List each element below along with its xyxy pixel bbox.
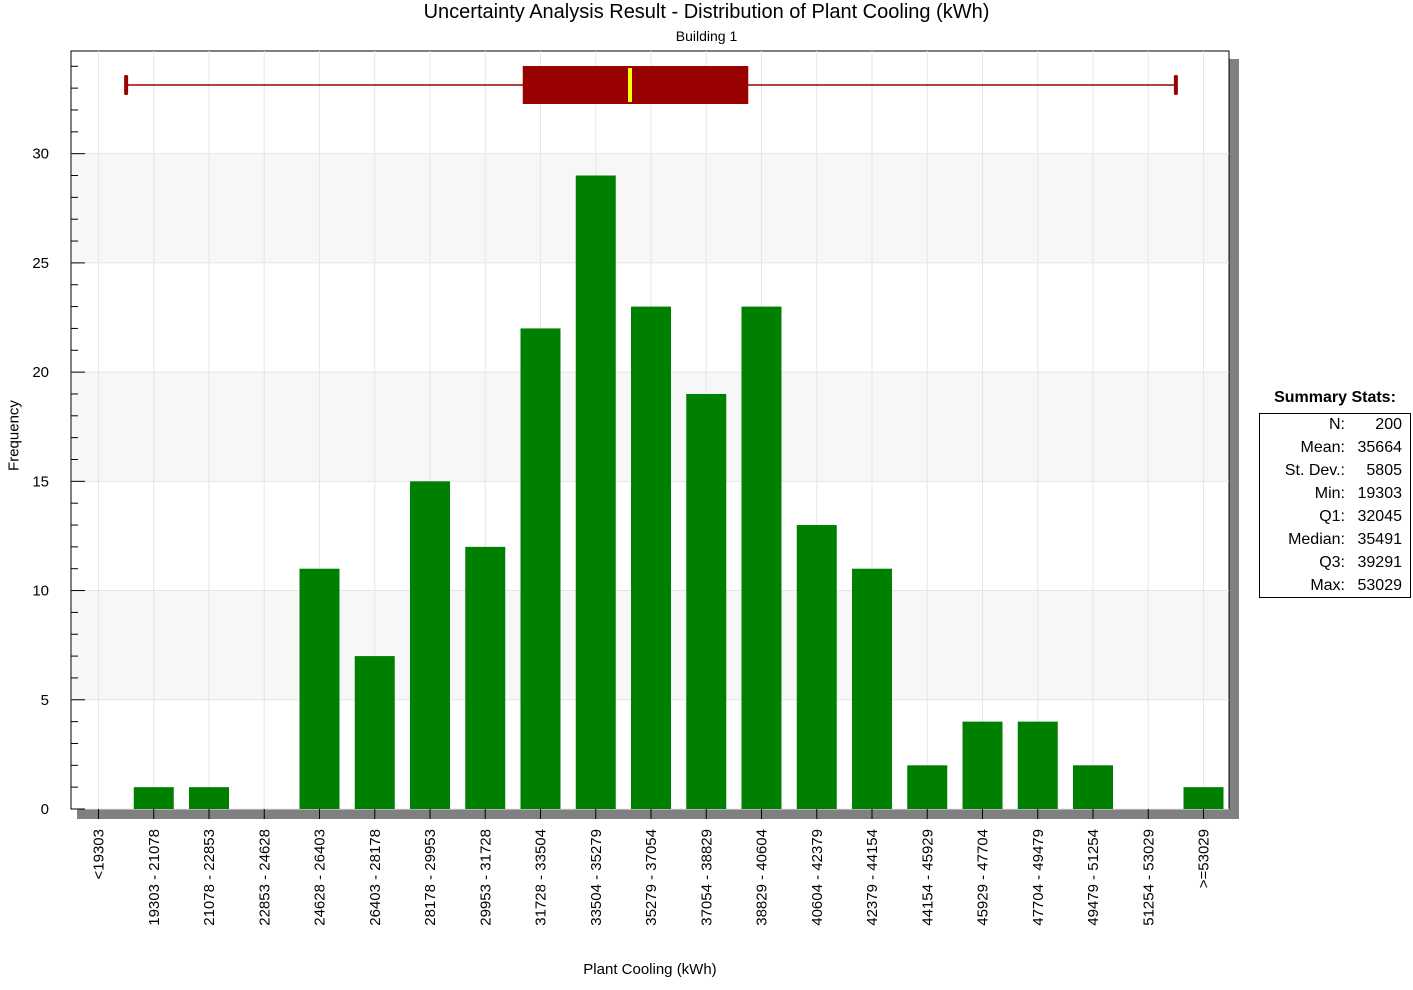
x-tick-label: 33504 - 35279 <box>588 829 605 926</box>
stat-value: 200 <box>1375 416 1402 433</box>
histogram-bar <box>852 568 892 809</box>
histogram-bar <box>189 787 229 809</box>
x-tick-label: 22853 - 24628 <box>256 829 273 926</box>
y-axis-label: Frequency <box>5 400 23 471</box>
summary-stats-box: N: 200 Mean: 35664 St. Dev.: 5805 Min: 1… <box>1259 413 1411 598</box>
stat-value: 53029 <box>1357 577 1403 594</box>
summary-stats-title: Summary Stats: <box>1274 389 1396 406</box>
histogram-bar <box>133 787 174 809</box>
stat-value: 35491 <box>1357 531 1403 548</box>
stat-value: 35664 <box>1357 439 1403 456</box>
x-tick-label: 37054 - 38829 <box>698 829 715 926</box>
stat-value: 32045 <box>1357 508 1403 525</box>
x-tick-label: 45929 - 47704 <box>975 829 992 926</box>
x-tick-label: 28178 - 29953 <box>422 829 439 926</box>
histogram-bar <box>1073 765 1113 809</box>
stat-label: N: <box>1329 416 1345 433</box>
x-tick-label: 21078 - 22853 <box>201 829 218 926</box>
stat-row: Q3: 39291 <box>1260 552 1412 575</box>
stat-label: Median: <box>1288 531 1345 548</box>
stat-label: Q1: <box>1319 508 1345 525</box>
y-tick-label: 25 <box>32 255 49 272</box>
stat-row: N: 200 <box>1260 414 1412 437</box>
stat-label: Q3: <box>1319 554 1345 571</box>
histogram-bar <box>575 175 616 810</box>
x-tick-label: 40604 - 42379 <box>809 829 826 926</box>
background-band <box>72 153 1228 263</box>
x-tick-label: 38829 - 40604 <box>754 829 771 926</box>
x-tick-label: 35279 - 37054 <box>643 829 660 926</box>
boxplot-iqr-box <box>522 66 749 104</box>
y-tick-label: 0 <box>41 801 49 818</box>
x-tick-label: 29953 - 31728 <box>477 829 494 926</box>
x-tick-label: 47704 - 49479 <box>1030 829 1047 926</box>
stat-value: 39291 <box>1357 554 1403 571</box>
x-tick-label: 49479 - 51254 <box>1085 829 1102 926</box>
histogram-bar <box>299 568 340 809</box>
histogram-bar <box>410 481 450 809</box>
stat-row: Max: 53029 <box>1260 575 1412 598</box>
boxplot-max-cap <box>1173 75 1178 95</box>
x-tick-label: <19303 <box>91 829 108 879</box>
stat-row: Mean: 35664 <box>1260 437 1412 460</box>
y-tick-label: 20 <box>32 364 49 381</box>
histogram-bar <box>1183 787 1224 809</box>
boxplot-min-cap <box>124 75 129 95</box>
stat-row: St. Dev.: 5805 <box>1260 460 1412 483</box>
stat-label: Min: <box>1314 485 1345 502</box>
y-tick-label: 15 <box>32 473 49 490</box>
y-tick-label: 30 <box>32 146 49 163</box>
stat-value: 5805 <box>1366 462 1402 479</box>
x-tick-label: 31728 - 33504 <box>533 829 550 926</box>
x-tick-label: 26403 - 28178 <box>367 829 384 926</box>
histogram-bar <box>741 306 782 809</box>
stat-label: Mean: <box>1300 439 1345 456</box>
stat-row: Median: 35491 <box>1260 529 1412 552</box>
histogram-bar <box>907 765 948 809</box>
stat-value: 19303 <box>1357 485 1403 502</box>
x-tick-label: >=53029 <box>1196 829 1213 888</box>
x-tick-label: 19303 - 21078 <box>146 829 163 926</box>
histogram-bar <box>520 328 561 809</box>
chart-title: Uncertainty Analysis Result - Distributi… <box>423 1 990 23</box>
chart-subtitle: Building 1 <box>675 28 738 44</box>
boxplot-median-line <box>627 68 632 102</box>
stat-label: Max: <box>1310 577 1345 594</box>
histogram-bar <box>686 393 727 809</box>
y-tick-label: 10 <box>32 583 49 600</box>
histogram-bar <box>631 306 671 809</box>
histogram-bar <box>465 546 506 809</box>
y-tick-label: 5 <box>41 692 49 709</box>
x-tick-label: 44154 - 45929 <box>919 829 936 926</box>
stat-row: Min: 19303 <box>1260 483 1412 506</box>
histogram-bar <box>354 656 395 809</box>
histogram-bar <box>1017 721 1058 809</box>
x-axis-label: Plant Cooling (kWh) <box>583 961 717 978</box>
x-tick-label: 51254 - 53029 <box>1140 829 1157 926</box>
histogram-bar <box>962 721 1003 809</box>
stat-label: St. Dev.: <box>1284 462 1345 479</box>
x-tick-label: 24628 - 26403 <box>312 829 329 926</box>
histogram-bar <box>796 525 837 809</box>
stat-row: Q1: 32045 <box>1260 506 1412 529</box>
x-tick-label: 42379 - 44154 <box>864 829 881 926</box>
